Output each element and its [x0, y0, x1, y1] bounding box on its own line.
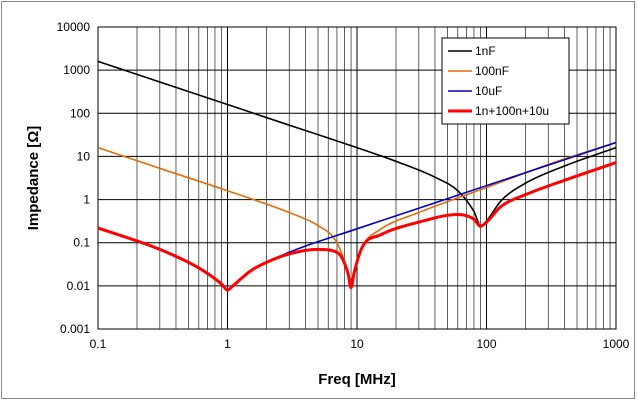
x-tick-label: 100: [476, 337, 496, 351]
x-tick-label: 1000: [603, 337, 630, 351]
legend-label: 1n+100n+10u: [475, 104, 549, 118]
x-axis-title: Freq [MHz]: [318, 371, 396, 388]
series-line-0: [97, 60, 617, 227]
series-line-3: [97, 161, 617, 292]
x-tick-label: 10: [350, 337, 364, 351]
legend: 1nF 100nF 10uF 1n+100n+10u: [441, 37, 570, 125]
y-tick-label: 100: [70, 106, 90, 120]
x-axis-ticks: 0.1 1 10 100 1000: [90, 337, 630, 351]
y-tick-label: 0.01: [67, 279, 91, 293]
y-tick-label: 10000: [57, 20, 91, 34]
y-tick-label: 1: [83, 193, 90, 207]
y-tick-label: 0.1: [73, 236, 90, 250]
y-axis-ticks: 10000 1000 100 10 1 0.1 0.01 0.001: [57, 20, 91, 336]
legend-label: 100nF: [475, 64, 509, 78]
legend-label: 10uF: [475, 84, 502, 98]
y-axis-title: Impedance [Ω]: [25, 126, 42, 231]
legend-label: 1nF: [475, 44, 496, 58]
y-tick-label: 10: [77, 149, 91, 163]
y-tick-label: 0.001: [60, 322, 90, 336]
series-group: [97, 60, 617, 292]
y-tick-label: 1000: [63, 63, 90, 77]
plot-border: [97, 26, 617, 330]
x-tick-label: 1: [224, 337, 231, 351]
x-tick-label: 0.1: [90, 337, 107, 351]
